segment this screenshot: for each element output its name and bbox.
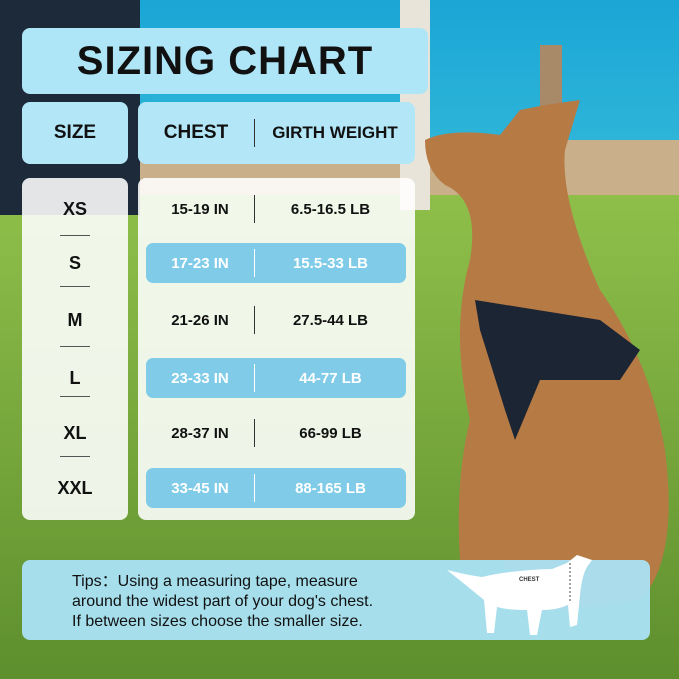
page-title: SIZING CHART (22, 28, 428, 94)
chest-value: 33-45 IN (171, 479, 229, 497)
divider (254, 474, 255, 502)
divider (254, 195, 255, 223)
chest-value: 15-19 IN (171, 200, 229, 218)
tips-box: Tips：Using a measuring tape, measure aro… (22, 555, 650, 640)
table-row: 23-33 IN 44-77 LB (146, 358, 406, 398)
size-column: XS S M L XL XXL (22, 178, 128, 520)
divider (254, 419, 255, 447)
divider (60, 235, 90, 236)
weight-value: 6.5-16.5 LB (290, 200, 371, 218)
table-row: 21-26 IN 27.5-44 LB (146, 300, 406, 340)
size-label: S (68, 253, 81, 273)
divider (254, 306, 255, 334)
size-label: XS (62, 199, 87, 219)
divider (60, 346, 90, 347)
size-label: L (69, 368, 81, 388)
divider (254, 364, 255, 392)
tips-line: around the widest part of your dog's che… (72, 593, 374, 610)
weight-value: 44-77 LB (299, 369, 362, 387)
divider (60, 456, 90, 457)
size-header: SIZE (22, 102, 128, 164)
weight-value: 15.5-33 LB (292, 254, 369, 272)
table-row: 33-45 IN 88-165 LB (146, 468, 406, 508)
chest-value: 28-37 IN (171, 424, 229, 442)
size-label: XL (63, 423, 87, 443)
chest-value: 17-23 IN (171, 254, 229, 272)
weight-value: 66-99 LB (299, 424, 362, 442)
tips-line: If between sizes choose the smaller size… (72, 613, 363, 630)
chest-value: 21-26 IN (171, 311, 229, 329)
chest-diagram-label: CHEST (519, 577, 540, 583)
divider (60, 396, 90, 397)
measurement-table: 15-19 IN 6.5-16.5 LB 17-23 IN 15.5-33 LB 2… (138, 178, 415, 520)
dog-measurement-icon (447, 555, 592, 635)
measurement-header: CHEST GIRTH WEIGHT (138, 102, 415, 164)
tips-line: Tips：Using a measuring tape, measure (72, 573, 358, 590)
size-label: XXL (57, 478, 93, 498)
weight-value: 27.5-44 LB (292, 311, 369, 329)
dog-silhouette (425, 100, 669, 610)
size-label: M (67, 310, 83, 330)
chest-header: CHEST (163, 122, 229, 143)
table-row: 17-23 IN 15.5-33 LB (146, 243, 406, 283)
divider (254, 119, 255, 147)
tips-text: Tips：Using a measuring tape, measure aro… (72, 572, 373, 632)
weight-value: 88-165 LB (295, 479, 366, 497)
chest-value: 23-33 IN (171, 369, 229, 387)
divider (254, 249, 255, 277)
table-row: 28-37 IN 66-99 LB (146, 413, 406, 453)
weight-header: GIRTH WEIGHT (272, 123, 398, 142)
table-row: 15-19 IN 6.5-16.5 LB (146, 189, 406, 229)
divider (60, 286, 90, 287)
